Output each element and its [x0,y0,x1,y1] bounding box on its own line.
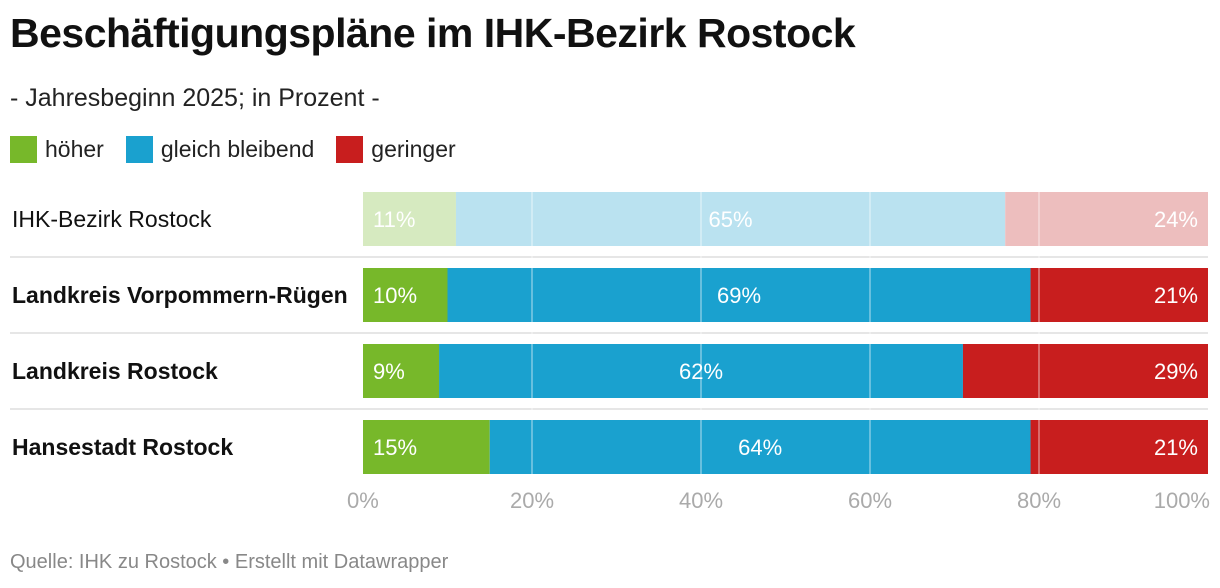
x-tick-label: 20% [510,488,554,513]
x-tick-label: 40% [679,488,723,513]
value-label-geringer-ihk-bezirk-rostock: 24% [1154,207,1198,232]
x-tick-label: 100% [1154,488,1210,513]
source-note: Quelle: IHK zu Rostock • Erstellt mit Da… [10,551,448,574]
category-label-hansestadt-rostock: Hansestadt Rostock [12,434,233,460]
category-label-landkreis-vorpommern-rügen: Landkreis Vorpommern-Rügen [12,282,348,308]
value-label-geringer-landkreis-rostock: 29% [1154,359,1198,384]
value-label-höher-ihk-bezirk-rostock: 11% [373,207,415,232]
category-label-ihk-bezirk-rostock: IHK-Bezirk Rostock [12,206,212,232]
x-tick-label: 80% [1017,488,1061,513]
value-label-geringer-landkreis-vorpommern-rügen: 21% [1154,283,1198,308]
value-label-gleich-bleibend-landkreis-vorpommern-rügen: 69% [717,283,761,308]
value-label-höher-landkreis-vorpommern-rügen: 10% [373,283,417,308]
value-label-geringer-hansestadt-rostock: 21% [1154,435,1198,460]
x-tick-label: 60% [848,488,892,513]
category-label-landkreis-rostock: Landkreis Rostock [12,358,218,384]
value-label-gleich-bleibend-ihk-bezirk-rostock: 65% [709,207,753,232]
x-tick-label: 0% [347,488,379,513]
value-label-gleich-bleibend-hansestadt-rostock: 64% [738,435,782,460]
value-label-höher-hansestadt-rostock: 15% [373,435,417,460]
value-label-höher-landkreis-rostock: 9% [373,359,405,384]
stacked-bar-chart: IHK-Bezirk Rostock 11% 65% 24% Landkreis Vor… [0,0,1220,588]
